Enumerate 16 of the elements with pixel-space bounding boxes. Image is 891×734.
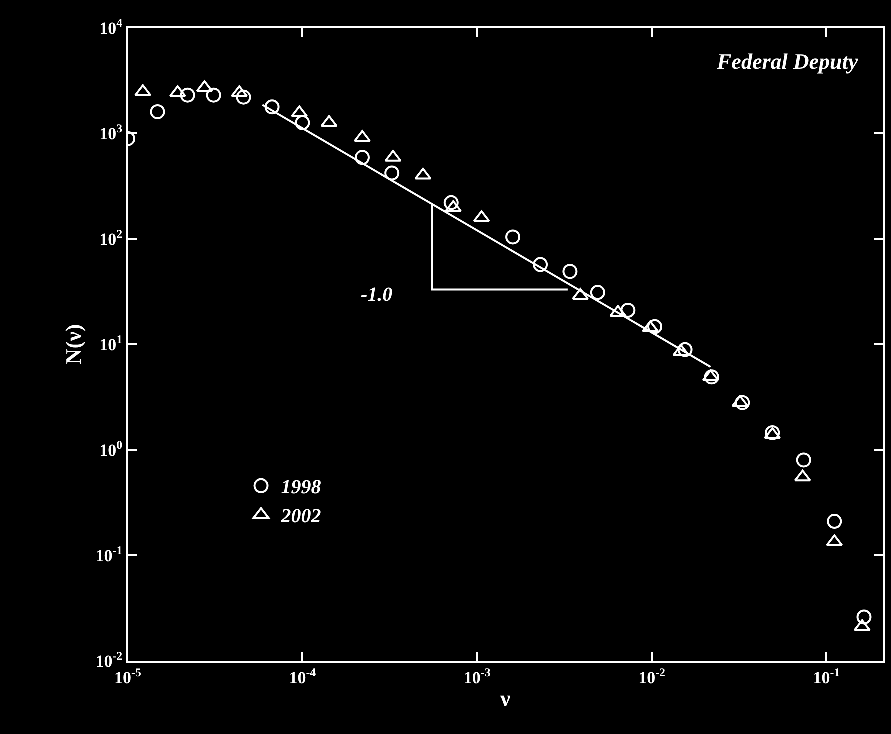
x-axis-title: ν (500, 686, 511, 711)
y-tick-label: 10$^{4}$ (100, 16, 123, 38)
annotation: Federal Deputy (716, 49, 858, 74)
y-tick-label: 10$^{-1}$ (96, 543, 123, 566)
y-tick-label: 10$^{2}$ (100, 226, 123, 249)
legend-label: 1998 (281, 476, 322, 499)
x-tick-label: 10$^{-1}$ (813, 665, 840, 688)
y-tick-label: 10$^{0}$ (100, 438, 123, 460)
y-tick-label: 10$^{3}$ (100, 121, 123, 144)
legend-label: 2002 (280, 506, 322, 528)
x-tick-label: 10$^{-2}$ (638, 665, 666, 688)
x-tick-label: 10$^{-3}$ (464, 665, 491, 688)
x-tick-label: 10$^{-4}$ (289, 665, 316, 688)
y-axis-title: N(ν) (60, 324, 86, 365)
annotation: -1.0 (361, 284, 393, 306)
y-tick-label: 10$^{1}$ (100, 332, 123, 354)
